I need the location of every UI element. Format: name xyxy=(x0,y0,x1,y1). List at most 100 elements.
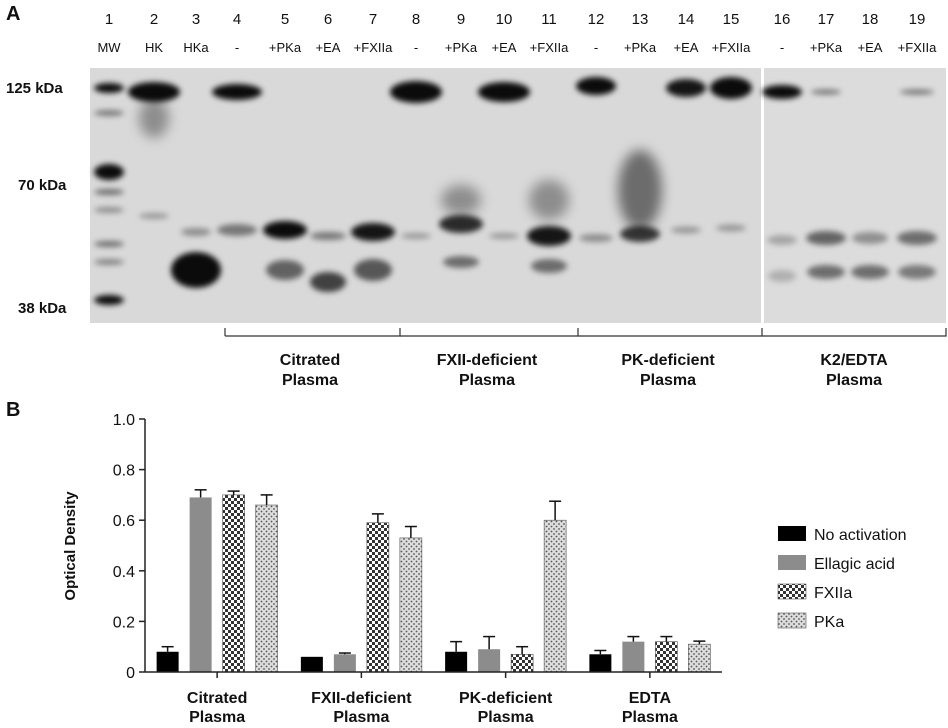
blot-band xyxy=(441,185,481,215)
blot-band xyxy=(212,84,262,100)
lane-label: +FXIIa xyxy=(530,40,569,55)
lane-number: 2 xyxy=(150,11,158,28)
lane-number-row: 1 2 3 4 5 6 7 8 9 10 11 12 13 14 15 16 17 18 19 xyxy=(105,11,926,28)
blot-band xyxy=(716,224,746,232)
lane-label: - xyxy=(414,40,418,55)
bar xyxy=(543,519,567,673)
lane-number: 17 xyxy=(818,11,835,28)
lane-label: - xyxy=(235,40,239,55)
lane-number: 6 xyxy=(324,11,332,28)
blot-band xyxy=(217,224,257,236)
lane-label: +EA xyxy=(858,40,883,55)
lane-label-row: MW HK HKa - +PKa +EA +FXIIa - +PKa +EA +FXIIa - +PKa… xyxy=(97,40,937,55)
blot-image xyxy=(90,68,946,323)
y-tick-label: 0 xyxy=(126,665,135,682)
x-tick-label-line1: PK-deficient xyxy=(459,690,553,707)
blot-band xyxy=(489,233,519,239)
blot-band xyxy=(94,295,124,305)
bar-series xyxy=(156,489,711,673)
blot-band xyxy=(807,265,845,279)
blot-band xyxy=(851,265,889,279)
lane-number: 3 xyxy=(192,11,200,28)
lane-label: +EA xyxy=(316,40,341,55)
blot-band xyxy=(139,98,169,138)
bar xyxy=(478,649,501,672)
blot-band xyxy=(576,77,616,95)
group-brackets xyxy=(224,328,947,337)
legend-label: FXIIa xyxy=(814,585,852,602)
blot-band xyxy=(671,226,701,234)
blot-membrane-right xyxy=(764,68,946,323)
lane-label: +FXIIa xyxy=(898,40,937,55)
legend-label: Ellagic acid xyxy=(814,556,895,573)
legend-swatch xyxy=(778,555,806,570)
bar xyxy=(189,497,212,672)
blot-band xyxy=(618,150,662,230)
lane-number: 9 xyxy=(457,11,465,28)
lane-label: +PKa xyxy=(810,40,843,55)
group-citrated-line1: Citrated xyxy=(280,352,340,369)
bar xyxy=(366,522,390,673)
blot-band xyxy=(171,252,221,288)
lane-label: +PKa xyxy=(269,40,302,55)
lane-label: - xyxy=(594,40,598,55)
bar xyxy=(589,654,612,672)
y-axis: 0 0.2 0.4 0.6 0.8 1.0 xyxy=(113,412,146,682)
blot-band xyxy=(898,265,936,279)
blot-band xyxy=(390,81,442,103)
lane-number: 1 xyxy=(105,11,113,28)
blot-band xyxy=(443,256,479,268)
blot-band xyxy=(762,85,802,99)
blot-band xyxy=(620,226,660,242)
blot-band xyxy=(439,215,483,233)
blot-band xyxy=(401,233,431,239)
panel-a-label: A xyxy=(6,3,20,25)
bar xyxy=(399,537,423,673)
bar xyxy=(445,651,468,672)
y-tick-label: 0.2 xyxy=(113,614,135,631)
blot-band xyxy=(579,234,613,242)
lane-number: 10 xyxy=(496,11,513,28)
blot-band xyxy=(666,79,706,97)
lane-label: HK xyxy=(145,40,163,55)
x-tick-label-line2: Plasma xyxy=(189,709,245,726)
blot-band xyxy=(181,228,211,236)
blot-band xyxy=(354,259,392,281)
bar xyxy=(510,653,534,673)
legend-swatch xyxy=(777,583,807,600)
lane-number: 13 xyxy=(632,11,649,28)
blot-band xyxy=(310,272,346,292)
blot-band xyxy=(94,164,124,180)
blot-band xyxy=(94,83,124,93)
mw-70: 70 kDa xyxy=(18,177,67,194)
group-pk-line2: Plasma xyxy=(640,372,696,389)
blot-band xyxy=(351,223,395,241)
blot-band xyxy=(768,270,796,282)
x-tick-label-line2: Plasma xyxy=(333,709,389,726)
legend-label: No activation xyxy=(814,527,907,544)
x-tick-label-line2: Plasma xyxy=(478,709,534,726)
blot-band xyxy=(94,241,124,247)
blot-band xyxy=(266,260,304,280)
lane-number: 5 xyxy=(281,11,289,28)
blot-band xyxy=(767,235,797,245)
blot-band xyxy=(811,89,841,95)
blot-band xyxy=(897,231,937,245)
group-k2edta-line2: Plasma xyxy=(826,372,882,389)
y-tick-label: 0.8 xyxy=(113,463,135,480)
bar xyxy=(255,504,278,673)
group-fxii-line1: FXII-deficient xyxy=(437,352,538,369)
x-tick-label-line2: Plasma xyxy=(622,709,678,726)
blot-band xyxy=(478,82,530,102)
bar xyxy=(300,656,323,672)
y-tick-label: 0.6 xyxy=(113,513,135,530)
x-axis: Citrated Plasma FXII-deficient Plasma PK-def… xyxy=(145,671,722,726)
blot-band xyxy=(852,232,888,244)
lane-number: 19 xyxy=(909,11,926,28)
group-fxii-line2: Plasma xyxy=(459,372,515,389)
bar xyxy=(156,651,179,672)
x-tick-label-line1: FXII-deficient xyxy=(311,690,412,707)
bar xyxy=(655,641,678,673)
lane-label: +FXIIa xyxy=(354,40,393,55)
